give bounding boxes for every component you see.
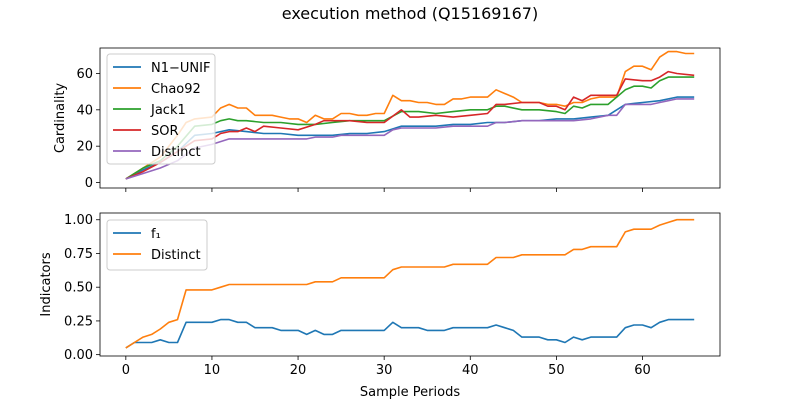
series-line-jack1 [125, 76, 695, 180]
series-line-distinct [125, 218, 695, 349]
x-tick-label: 50 [548, 363, 565, 378]
y-axis-label: Cardinality [53, 83, 68, 154]
legend-label: f₁ [151, 227, 161, 242]
x-tick-label: 30 [376, 363, 393, 378]
indicators-panel: 0 10 20 30 40 50 60 0.00 0.25 0.50 0.75 1.00 Indicat… [39, 212, 721, 400]
x-axis-label: Sample Periods [360, 385, 460, 400]
legend-label: Distinct [151, 248, 201, 263]
x-tick-label: 10 [204, 363, 221, 378]
y-tick-label: 1.00 [64, 213, 93, 228]
y-tick-label: 0.25 [64, 314, 93, 329]
series-line-f- [125, 318, 695, 349]
series-line-chao92 [125, 50, 695, 180]
series-line-distinct [125, 98, 695, 180]
legend-label: Chao92 [151, 82, 201, 97]
y-tick-label: 0 [85, 176, 93, 191]
y-tick-label: 0.75 [64, 247, 93, 262]
y-tick-label: 60 [76, 67, 93, 82]
y-tick-label: 20 [76, 140, 93, 155]
cardinality-panel: 0 20 40 60 Cardinality N1−UNIF Chao92 Jack1 SOR D… [53, 47, 721, 192]
legend-box [106, 53, 216, 165]
legend-label: Jack1 [150, 103, 186, 118]
y-tick-label: 40 [76, 103, 93, 118]
legend-label: N1−UNIF [151, 61, 210, 76]
x-tick-label: 60 [634, 363, 651, 378]
legend-label: SOR [151, 124, 179, 139]
axes-frame [99, 212, 721, 357]
x-tick-label: 40 [462, 363, 479, 378]
chart-title: execution method (Q15169167) [282, 4, 538, 23]
series-line-sor [125, 70, 695, 180]
x-tick-label: 20 [290, 363, 307, 378]
axes-frame [99, 47, 721, 189]
y-tick-label: 0.50 [64, 281, 93, 296]
y-axis-label: Indicators [39, 252, 54, 316]
series-line-n1-unif [125, 96, 695, 180]
y-tick-label: 0.00 [64, 348, 93, 363]
legend-label: Distinct [151, 145, 201, 160]
x-tick-label: 0 [122, 363, 130, 378]
